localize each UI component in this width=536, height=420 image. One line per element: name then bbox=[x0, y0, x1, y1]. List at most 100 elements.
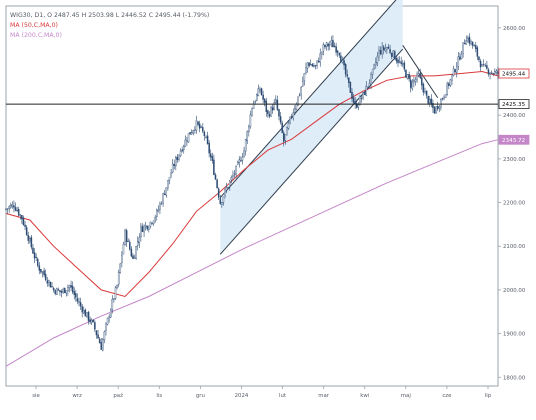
price-label: 2425.35 bbox=[502, 102, 526, 108]
candle-body bbox=[300, 87, 302, 95]
candle-body bbox=[151, 222, 153, 224]
candle-body bbox=[257, 88, 260, 97]
candle-body bbox=[89, 319, 91, 323]
candle-body bbox=[183, 145, 185, 151]
candle-body bbox=[278, 109, 280, 117]
candle-body bbox=[152, 220, 155, 224]
candle-body bbox=[129, 241, 131, 250]
candle-body bbox=[489, 73, 491, 75]
candle-body bbox=[157, 209, 160, 212]
candle-body bbox=[224, 189, 226, 196]
y-tick-label: 2600.00 bbox=[503, 26, 526, 32]
candle-body bbox=[159, 203, 161, 210]
candle-body bbox=[232, 175, 234, 177]
candle-body bbox=[440, 99, 442, 108]
candle-body bbox=[438, 106, 441, 109]
candle-body bbox=[83, 309, 85, 314]
candle-body bbox=[248, 126, 250, 133]
candle-body bbox=[222, 196, 225, 203]
candle-body bbox=[338, 53, 341, 56]
candle-body bbox=[316, 60, 318, 66]
candle-body bbox=[281, 122, 283, 133]
candle-body bbox=[100, 342, 102, 350]
candle-body bbox=[419, 73, 421, 79]
candle-body bbox=[84, 309, 87, 317]
candle-body bbox=[443, 96, 445, 99]
candle-body bbox=[221, 202, 223, 205]
candle-body bbox=[213, 159, 215, 175]
candle-body bbox=[67, 287, 69, 292]
candle-body bbox=[192, 130, 195, 133]
candle-body bbox=[341, 59, 344, 63]
candle-body bbox=[302, 81, 304, 87]
candle-body bbox=[298, 94, 301, 96]
candle-body bbox=[216, 179, 218, 189]
candle-body bbox=[263, 98, 266, 103]
x-tick-label: 2024 bbox=[235, 393, 249, 399]
candle-body bbox=[449, 79, 452, 86]
candle-body bbox=[306, 62, 309, 69]
candle-body bbox=[373, 64, 375, 69]
candle-body bbox=[160, 203, 163, 205]
candle-body bbox=[251, 107, 253, 116]
candle-body bbox=[92, 319, 95, 322]
candle-body bbox=[348, 77, 350, 83]
y-tick-label: 2300.00 bbox=[503, 157, 526, 163]
candle-body bbox=[246, 131, 248, 142]
candle-body bbox=[149, 221, 152, 227]
candle-body bbox=[495, 70, 498, 73]
candle-body bbox=[175, 157, 177, 167]
candle-body bbox=[6, 208, 9, 210]
candles-layer bbox=[5, 33, 499, 352]
candle-body bbox=[294, 108, 296, 113]
candle-body bbox=[117, 272, 120, 285]
candle-body bbox=[194, 129, 196, 131]
candle-body bbox=[240, 160, 242, 162]
candle-body bbox=[32, 247, 34, 254]
candle-body bbox=[462, 42, 464, 54]
x-tick-label: wrz bbox=[72, 393, 82, 399]
candle-body bbox=[256, 94, 258, 101]
candle-body bbox=[49, 281, 52, 288]
candle-body bbox=[284, 134, 287, 141]
candle-body bbox=[286, 126, 288, 136]
x-tick-label: lis bbox=[156, 393, 162, 399]
candle-body bbox=[397, 59, 399, 64]
candle-body bbox=[319, 53, 321, 63]
candle-body bbox=[51, 286, 53, 288]
candle-body bbox=[29, 238, 31, 242]
candle-body bbox=[405, 69, 407, 78]
candle-body bbox=[16, 210, 18, 212]
candle-body bbox=[414, 79, 417, 82]
candle-body bbox=[113, 298, 115, 300]
candle-body bbox=[394, 51, 396, 60]
candle-body bbox=[273, 102, 275, 110]
candle-body bbox=[330, 40, 333, 44]
candle-body bbox=[75, 293, 77, 298]
candle-body bbox=[303, 73, 306, 82]
candle-body bbox=[343, 60, 345, 66]
candle-body bbox=[427, 95, 429, 104]
candle-body bbox=[167, 180, 169, 189]
candle-body bbox=[35, 256, 37, 258]
x-tick-label: lip bbox=[485, 393, 492, 399]
candle-body bbox=[467, 37, 469, 42]
candle-body bbox=[448, 83, 450, 86]
candle-body bbox=[227, 186, 229, 188]
candle-body bbox=[130, 248, 133, 257]
x-axis: sie wrz paź lis gru 2024 lut mar kwi maj cze lip bbox=[32, 386, 492, 399]
candle-body bbox=[292, 112, 295, 119]
candle-body bbox=[211, 156, 214, 161]
candle-body bbox=[52, 287, 55, 291]
candle-body bbox=[217, 188, 220, 198]
candle-body bbox=[389, 49, 391, 53]
y-tick-label: 1900.00 bbox=[503, 332, 526, 338]
candle-body bbox=[146, 225, 149, 230]
candle-body bbox=[406, 74, 409, 79]
price-labels: 2495.44 2425.35 2343.72 bbox=[498, 68, 530, 145]
chart-header: WIG30, D1, O 2487.45 H 2503.98 L 2446.52… bbox=[10, 12, 209, 39]
candle-body bbox=[468, 36, 471, 44]
candle-body bbox=[457, 56, 460, 67]
candle-body bbox=[119, 263, 122, 273]
candle-body bbox=[384, 48, 387, 52]
